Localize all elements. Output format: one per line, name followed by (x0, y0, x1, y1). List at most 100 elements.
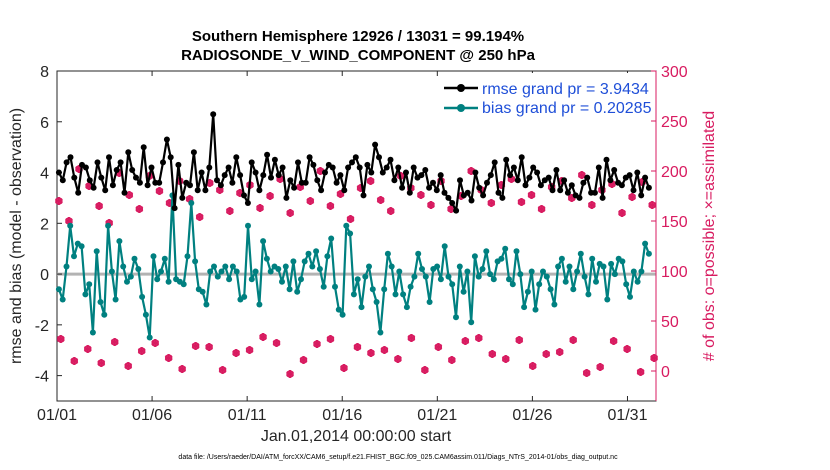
rmse-point (244, 200, 251, 206)
bias-point (604, 296, 611, 303)
rmse-point (430, 179, 436, 186)
rmse-point (210, 111, 217, 118)
obs-assimilated-marker (623, 345, 632, 353)
y-left-tick-label: -4 (35, 369, 49, 386)
rmse-point (275, 172, 282, 179)
obs-assimilated-stroke (326, 336, 335, 342)
obs-assimilated-stroke (266, 193, 274, 199)
obs-assimilated-stroke (178, 366, 187, 372)
bias-point (150, 253, 157, 260)
rmse-point (591, 189, 598, 196)
rmse-point (464, 189, 471, 196)
y-axis-right-label: # of obs: o=possible; ×=assimilated (701, 111, 718, 361)
rmse-point (140, 144, 147, 151)
obs-assimilated-stroke (195, 214, 204, 220)
bias-point (471, 253, 478, 260)
bias-point (188, 200, 195, 206)
rmse-point (229, 179, 236, 186)
x-tick-label: 01/16 (322, 407, 362, 424)
obs-assimilated-stroke (427, 202, 435, 208)
obs-assimilated-stroke (272, 340, 281, 346)
y-right-tick-label: 200 (661, 164, 688, 181)
bias-point (146, 334, 153, 341)
obs-assimilated-stroke (218, 367, 227, 373)
obs-assimilated-stroke (215, 187, 224, 193)
obs-assimilated-stroke (393, 356, 402, 362)
bias-point (540, 268, 546, 275)
rmse-point (372, 141, 379, 148)
bias-point (226, 276, 233, 283)
rmse-point (426, 184, 433, 191)
bias-point (279, 278, 285, 285)
bias-point (638, 268, 645, 275)
bias-point (165, 278, 172, 285)
rmse-point (90, 184, 97, 191)
bias-point (619, 258, 626, 265)
rmse-point (537, 182, 544, 189)
obs-assimilated-marker (393, 355, 402, 363)
rmse-point (453, 207, 460, 214)
rmse-point (499, 194, 506, 201)
obs-assimilated-stroke (648, 202, 657, 208)
rmse-point (449, 200, 456, 206)
obs-assimilated-stroke (434, 344, 443, 350)
bias-point (294, 288, 301, 295)
bias-point (116, 238, 123, 245)
obs-assimilated-stroke (515, 337, 524, 343)
chart-title-line2: RADIOSONDE_V_WIND_COMPONENT @ 250 hPa (181, 47, 536, 64)
rmse-point (468, 197, 475, 204)
legend-rmse-marker (457, 84, 465, 92)
obs-assimilated-marker (135, 205, 144, 213)
rmse-point (364, 161, 371, 168)
bias-point (475, 273, 482, 280)
obs-assimilated-stroke (488, 351, 497, 357)
bias-point (589, 255, 596, 262)
obs-assimilated-stroke (474, 335, 483, 341)
bias-point (381, 286, 388, 293)
bias-point (248, 276, 255, 283)
y-right-tick-label: 150 (661, 214, 688, 231)
obs-assimilated-marker (515, 336, 524, 344)
obs-assimilated-marker (636, 368, 645, 376)
bias-point (392, 291, 399, 298)
rmse-point (55, 169, 62, 176)
obs-assimilated-marker (306, 197, 315, 205)
y-right-tick-label: 300 (661, 64, 688, 81)
rmse-point (618, 182, 625, 189)
bias-point (207, 268, 214, 275)
obs-assimilated-stroke (316, 168, 325, 174)
rmse-point (487, 172, 494, 179)
obs-assimilated-stroke (542, 351, 551, 357)
obs-assimilated-marker (54, 197, 63, 205)
obs-assimilated-stroke (618, 210, 626, 216)
obs-assimilated-stroke (608, 181, 616, 187)
bias-point (154, 276, 161, 283)
obs-assimilated-stroke (205, 344, 214, 350)
bias-point (97, 299, 104, 305)
obs-assimilated-marker (434, 343, 443, 351)
obs-assimilated-stroke (326, 203, 335, 209)
rmse-point (337, 172, 344, 179)
rmse-point (441, 189, 448, 196)
y-axis-left: -4 -2 0 2 4 6 8 (35, 64, 62, 386)
obs-assimilated-marker (137, 347, 146, 355)
obs-assimilated-stroke (353, 344, 362, 350)
bias-point (127, 273, 134, 280)
bias-point (108, 268, 115, 275)
rmse-point (310, 161, 317, 168)
bias-point (245, 222, 251, 229)
rmse-point (645, 184, 652, 191)
bias-point (441, 243, 448, 250)
bias-point (89, 329, 96, 336)
obs-assimilated-stroke (487, 200, 496, 206)
rmse-point (352, 154, 359, 161)
obs-assimilated-stroke (636, 369, 645, 375)
obs-assimilated-stroke (65, 218, 73, 224)
rmse-point (113, 167, 120, 173)
rmse-point (549, 187, 556, 194)
rmse-point (148, 164, 155, 171)
rmse-point (507, 172, 514, 179)
rmse-point (642, 174, 649, 181)
bias-point (131, 255, 138, 262)
